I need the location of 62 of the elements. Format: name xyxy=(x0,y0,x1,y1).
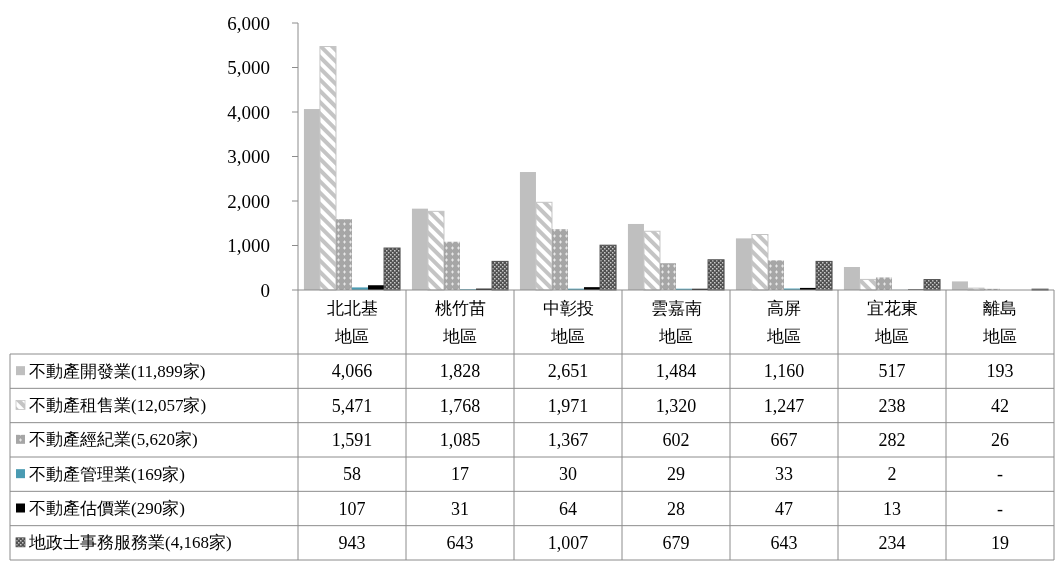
data-label: 64 xyxy=(559,498,577,519)
y-tick-label: 0 xyxy=(260,279,270,301)
x-tick-label: 離島地區 xyxy=(982,298,1017,346)
data-label: 31 xyxy=(451,498,469,519)
data-label: 1,085 xyxy=(439,429,481,450)
data-label: 47 xyxy=(775,498,793,519)
data-label: 943 xyxy=(338,532,366,553)
data-label: 679 xyxy=(662,532,690,553)
data-label: 1,007 xyxy=(547,532,589,553)
x-tick-label: 宜花東地區 xyxy=(866,298,918,346)
data-label: 13 xyxy=(883,498,901,519)
x-tick-label: 桃竹苗地區 xyxy=(434,298,486,346)
x-tick-label: 高屏地區 xyxy=(766,298,801,346)
data-label: 2 xyxy=(887,464,897,485)
data-label: 282 xyxy=(878,429,906,450)
data-label: 1,591 xyxy=(331,429,373,450)
data-label: 26 xyxy=(991,429,1009,450)
x-tick-label: 雲嘉南地區 xyxy=(650,298,702,346)
y-tick-label: 4,000 xyxy=(227,101,270,123)
data-label: 1,367 xyxy=(547,429,589,450)
data-label: 2,651 xyxy=(547,361,589,382)
data-label: 19 xyxy=(991,532,1009,553)
data-label: 1,320 xyxy=(655,395,697,416)
data-label: 42 xyxy=(991,395,1009,416)
data-label: 30 xyxy=(559,464,577,485)
x-tick-label: 中彰投地區 xyxy=(542,298,594,346)
legend-label: 不動產估價業(290家) xyxy=(29,499,185,518)
legend-label: 不動產管理業(169家) xyxy=(29,464,185,484)
data-label: 602 xyxy=(662,429,690,450)
text: - xyxy=(997,464,1003,485)
data-label: 643 xyxy=(770,532,798,553)
data-label: 28 xyxy=(667,498,685,519)
data-label: 107 xyxy=(338,498,366,519)
y-tick-label: 2,000 xyxy=(227,190,270,212)
data-label: 193 xyxy=(986,361,1014,382)
y-tick-label: 3,000 xyxy=(227,146,270,167)
y-tick-label: 6,000 xyxy=(227,12,270,34)
data-label: 234 xyxy=(878,532,906,553)
y-tick-label: 1,000 xyxy=(227,235,270,256)
data-label: 58 xyxy=(343,464,361,485)
data-label: 1,160 xyxy=(763,361,805,382)
data-label: 4,066 xyxy=(331,361,373,382)
legend-label: 不動產租售業(12,057家) xyxy=(29,396,207,415)
data-label: 1,768 xyxy=(439,395,481,416)
data-label: 17 xyxy=(451,464,469,485)
text: - xyxy=(997,498,1003,519)
legend-label: 不動產經紀業(5,620家) xyxy=(29,430,198,450)
data-label: 5,471 xyxy=(331,395,373,416)
data-label: 667 xyxy=(770,429,798,450)
data-label: 643 xyxy=(446,532,474,553)
data-label: 29 xyxy=(667,464,685,485)
data-label: 33 xyxy=(775,464,793,485)
data-label: 517 xyxy=(878,361,906,382)
data-label: 1,971 xyxy=(547,395,589,416)
data-label: 1,247 xyxy=(763,395,805,416)
data-label: 1,828 xyxy=(439,361,481,382)
x-tick-label: 北北基地區 xyxy=(326,298,378,346)
legend-label: 地政士事務服務業(4,168家) xyxy=(28,533,232,553)
legend-label: 不動產開發業(11,899家) xyxy=(29,361,206,381)
data-label: 1,484 xyxy=(655,361,697,382)
y-tick-label: 5,000 xyxy=(227,57,270,78)
data-label: 238 xyxy=(878,395,906,416)
